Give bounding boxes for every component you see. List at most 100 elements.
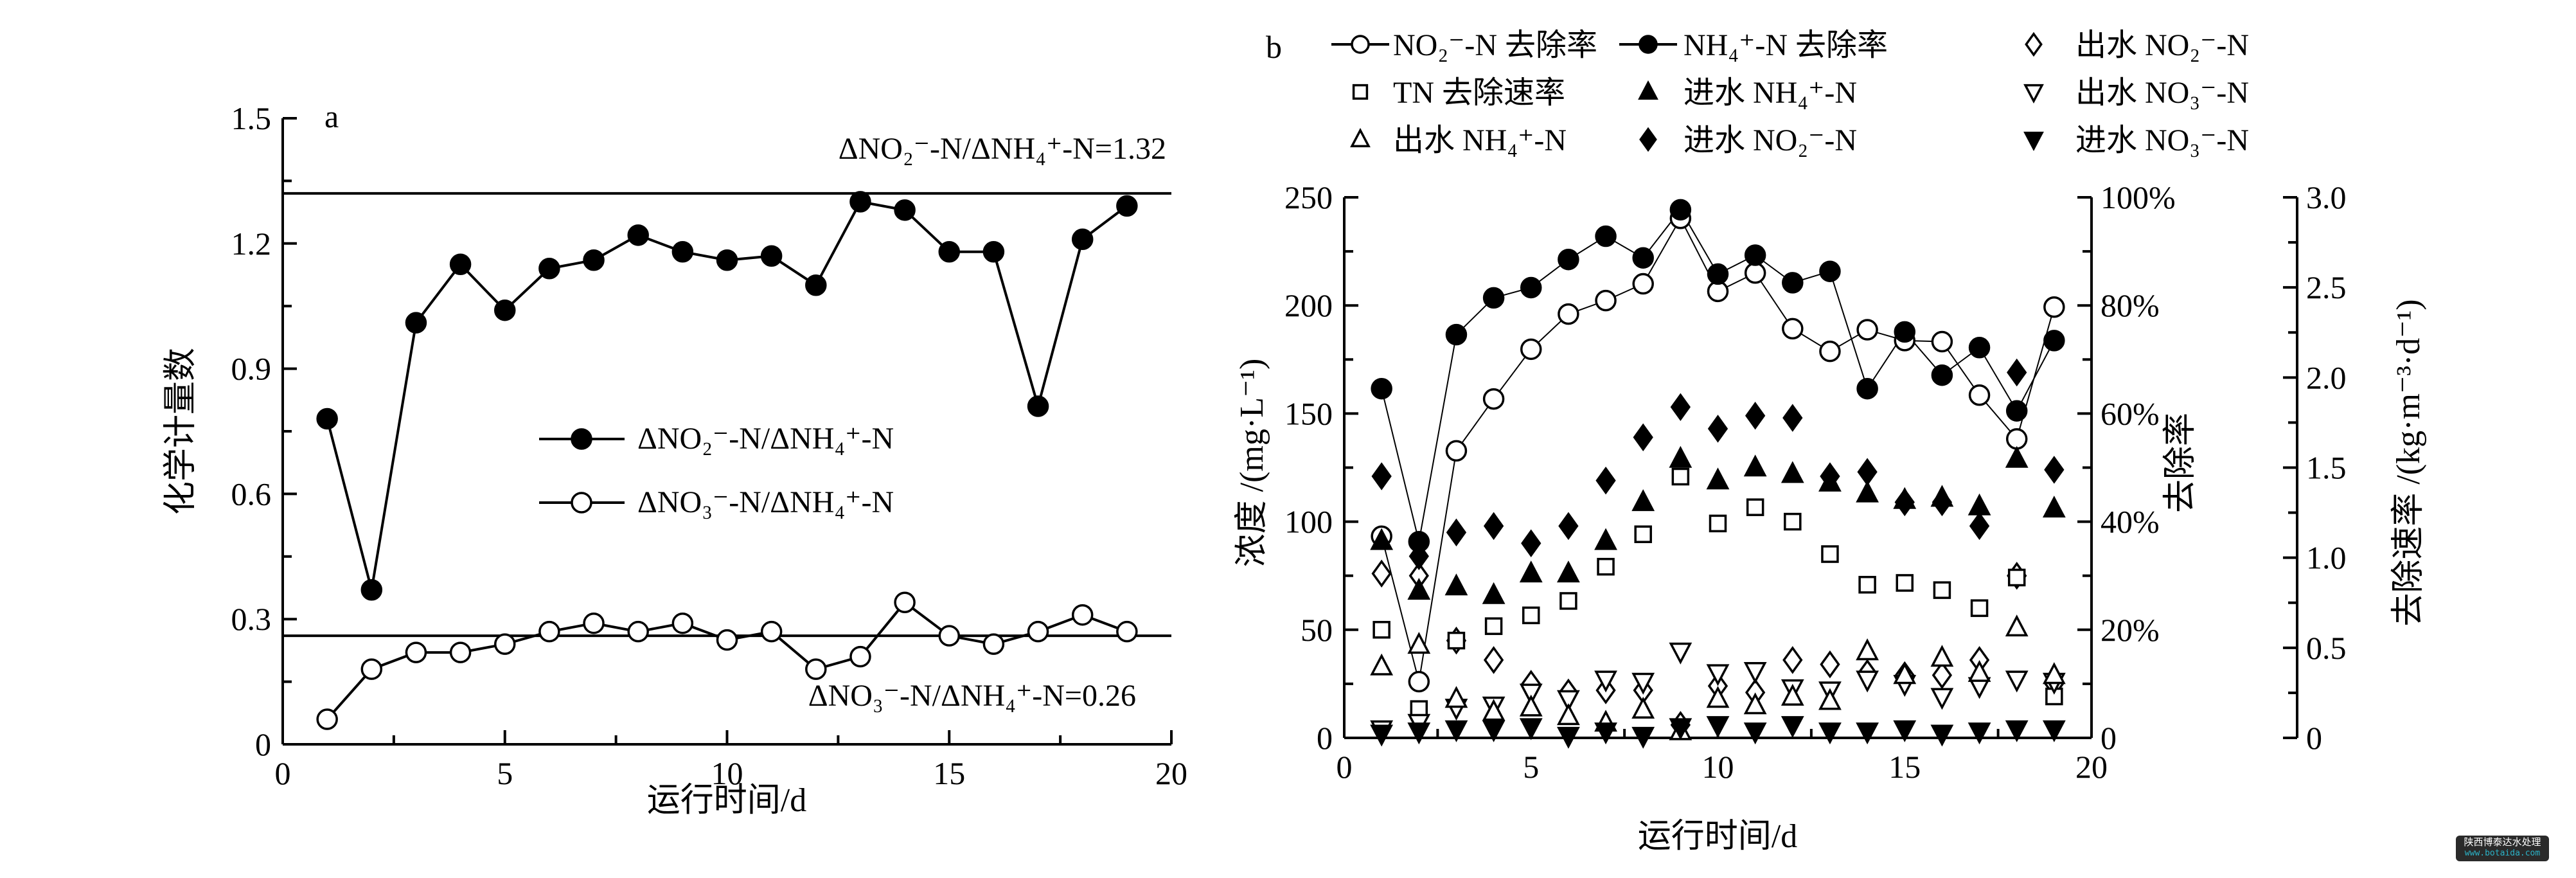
data-point (938, 625, 960, 647)
data-point (360, 658, 383, 680)
legend-marker (2025, 31, 2043, 57)
data-point (1894, 488, 1915, 517)
data-point (1669, 445, 1692, 468)
data-point (1818, 688, 1842, 710)
legend-marker (1638, 80, 1658, 100)
legend-label: TN 去除速率 (1393, 76, 1565, 110)
ref-line-label-1: ΔNO₂⁻-N/ΔNH₄⁺-N=1.32 (839, 132, 1166, 166)
data-point (538, 258, 560, 280)
legend-a-label-2: ΔNO₃⁻-N/ΔNH₄⁺-N (637, 485, 894, 519)
data-point (1116, 620, 1138, 643)
data-point (1482, 582, 1506, 604)
panel-b-y3label: 去除速率 /(kg·m⁻³·d⁻¹) (2390, 299, 2427, 626)
data-point (494, 633, 516, 655)
y-tick-label: 50 (1301, 612, 1333, 648)
data-point (1858, 575, 1876, 594)
data-point (2043, 296, 2065, 318)
data-point (627, 224, 649, 246)
data-point (671, 241, 694, 263)
data-point (1557, 560, 1580, 583)
panel-a: a 运行时间/d 化学计量数 ΔNO₂⁻-N/ΔNH₄⁺-N=1.32 ΔNO₃… (163, 98, 1187, 819)
data-point (1519, 683, 1543, 706)
data-point (1894, 321, 1915, 343)
data-point (1933, 581, 1951, 599)
data-point (1633, 423, 1653, 452)
legend-marker (2023, 131, 2044, 152)
y-tick-label: 1.2 (231, 226, 272, 262)
data-point (1781, 461, 1804, 483)
data-point (1856, 722, 1879, 745)
data-point (449, 641, 472, 663)
data-point (1782, 318, 1804, 340)
panel-a-ylabel: 化学计量数 (163, 348, 199, 515)
data-point (1482, 388, 1505, 410)
y3-tick-label: 0.5 (2306, 630, 2347, 666)
data-point (1407, 632, 1431, 654)
data-point (1968, 659, 1991, 682)
data-point (1706, 664, 1730, 686)
x-tick-label: 0 (1337, 749, 1353, 785)
watermark-line2: www.botaida.com (2464, 848, 2541, 858)
y3-tick-label: 0 (2306, 720, 2322, 756)
data-point (2042, 662, 2066, 685)
data-point (1557, 690, 1580, 712)
data-point (1595, 466, 1616, 495)
legend-marker (1639, 35, 1658, 54)
data-point (1482, 699, 1506, 721)
y2-tick-label: 0 (2101, 720, 2117, 756)
x-tick-label: 20 (2075, 749, 2108, 785)
data-point (1371, 377, 1392, 400)
legend-label: 出水 NO₂⁻-N (2075, 28, 2249, 62)
y3-tick-label: 2.0 (2306, 359, 2347, 395)
data-point (1372, 621, 1390, 639)
data-point (1893, 662, 1917, 685)
data-point (1856, 480, 1879, 503)
data-point (1743, 661, 1767, 684)
data-point (894, 199, 916, 221)
data-point (1519, 560, 1543, 583)
y3-tick-label: 2.5 (2306, 269, 2347, 305)
panel-b-ylabel: 浓度 /(mg·L⁻¹) (1234, 359, 1270, 568)
data-point (1930, 724, 1954, 747)
data-point (1632, 273, 1654, 295)
panel-a-letter: a (324, 98, 339, 134)
data-point (1746, 498, 1764, 516)
data-point (1669, 642, 1692, 665)
y-tick-label: 0.9 (231, 351, 272, 387)
data-point (2005, 400, 2028, 422)
data-point (1969, 512, 1990, 541)
y3-tick-label: 1.5 (2306, 450, 2347, 486)
y3-tick-label: 1.0 (2306, 540, 2347, 576)
data-point (1595, 225, 1617, 247)
y-tick-label: 0 (255, 726, 271, 762)
data-point (1371, 462, 1392, 490)
legend-label: 进水 NO₂⁻-N (1683, 123, 1857, 157)
data-point (1669, 199, 1692, 221)
data-point (1930, 645, 1954, 667)
data-point (1520, 276, 1542, 299)
data-point (1782, 646, 1803, 674)
series-line (1381, 208, 2055, 542)
data-point (1820, 462, 1840, 490)
y3-tick-label: 3.0 (2306, 179, 2347, 215)
data-point (1559, 592, 1577, 610)
data-point (1856, 377, 1878, 400)
x-tick-label: 15 (1888, 749, 1921, 785)
data-point (2005, 614, 2029, 637)
data-point (1444, 686, 1468, 708)
data-point (760, 620, 783, 643)
data-point (1856, 670, 1879, 693)
data-point (2005, 445, 2029, 468)
x-tick-label: 10 (711, 755, 743, 791)
x-tick-label: 20 (1155, 755, 1187, 791)
data-point (1821, 545, 1839, 563)
data-point (583, 612, 605, 634)
data-point (1407, 577, 1431, 600)
legend-marker (2023, 84, 2044, 104)
data-point (1558, 303, 1579, 325)
y-tick-label: 100 (1284, 504, 1333, 540)
data-point (1631, 672, 1655, 695)
data-point (1781, 716, 1804, 739)
data-point (2005, 428, 2028, 450)
